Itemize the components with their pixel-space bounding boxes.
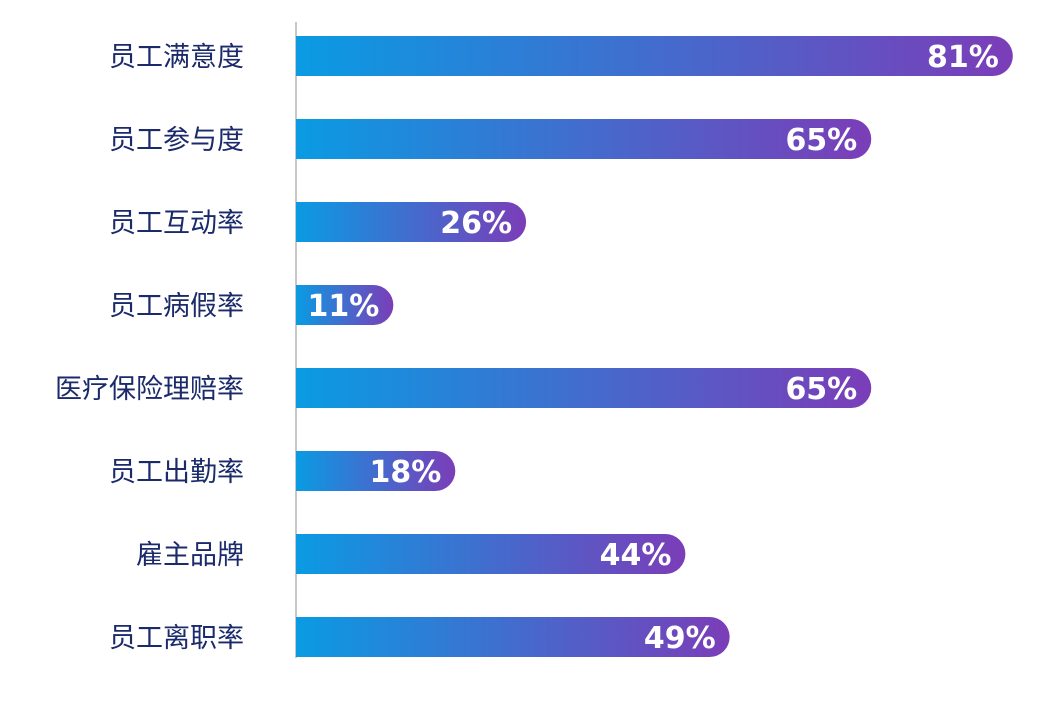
bar: [296, 368, 872, 408]
category-label: 员工病假率: [109, 291, 244, 322]
value-label: 65%: [785, 372, 857, 407]
value-label: 11%: [308, 289, 380, 324]
bar: [296, 451, 456, 492]
value-label: 44%: [600, 538, 672, 573]
value-label: 65%: [785, 123, 857, 158]
category-label: 医疗保险理赔率: [55, 374, 244, 405]
value-label: 49%: [644, 621, 716, 656]
value-label: 81%: [927, 40, 999, 75]
category-label: 员工参与度: [109, 125, 244, 156]
bar: [296, 285, 394, 325]
category-label: 员工满意度: [109, 42, 244, 73]
bar: [296, 119, 872, 159]
bar: [296, 617, 730, 657]
category-label: 员工离职率: [109, 623, 244, 654]
bars-group: 员工满意度 81% 员工参与度 65% 员工互动率 26% 员工病假率 11% 医疗保险理赔率 6…: [55, 36, 1013, 657]
value-label: 18%: [369, 455, 441, 490]
bar: [296, 202, 527, 242]
value-label: 26%: [440, 206, 512, 241]
bar: [296, 36, 1013, 76]
bar: [296, 534, 686, 574]
category-label: 员工出勤率: [109, 457, 244, 488]
category-label: 雇主品牌: [136, 540, 244, 571]
category-label: 员工互动率: [109, 208, 244, 239]
